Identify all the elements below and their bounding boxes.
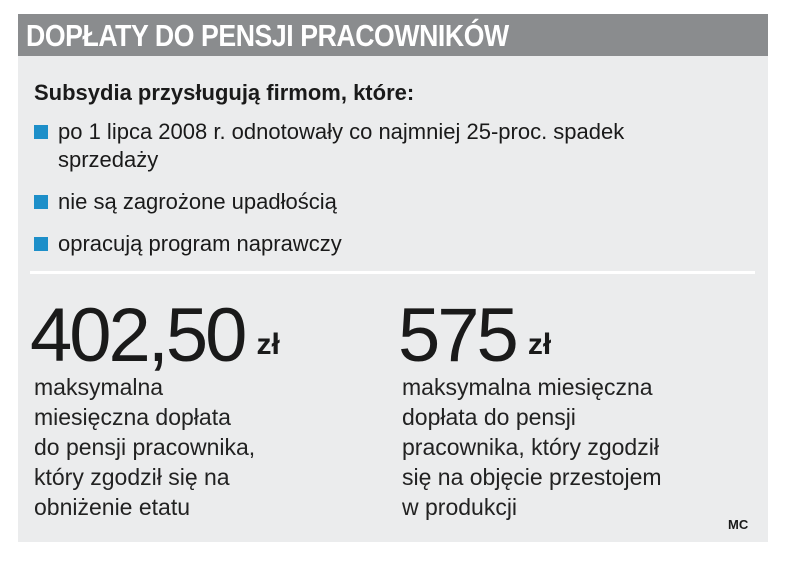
description: który zgodził się na xyxy=(34,464,230,490)
bullet-text: opracują program naprawczy xyxy=(58,231,342,256)
bullet-marker xyxy=(34,195,48,209)
unit: zł xyxy=(527,328,552,361)
description: obniżenie etatu xyxy=(34,494,191,520)
description: do pensji pracownika, xyxy=(34,434,256,460)
description: pracownika, który zgodził xyxy=(402,434,659,460)
separator xyxy=(30,271,755,274)
description: miesięczna dopłata xyxy=(34,404,231,430)
bullet-text: nie są zagrożone upadłością xyxy=(58,189,337,214)
bullet-text: po 1 lipca 2008 r. odnotowały co najmnie… xyxy=(58,119,625,144)
amount: 575 xyxy=(398,293,519,378)
title: DOPŁATY DO PENSJI PRACOWNIKÓW xyxy=(26,18,509,53)
intro: Subsydia przysługują firmom, które: xyxy=(34,80,415,105)
description: dopłata do pensji xyxy=(402,404,576,430)
bullet-text: sprzedaży xyxy=(58,147,159,172)
amount: 402,50 xyxy=(30,293,247,378)
description: się na objęcie przestojem xyxy=(402,464,662,490)
credit: MC xyxy=(728,517,749,532)
header-bar xyxy=(18,14,768,56)
description: w produkcji xyxy=(402,494,518,520)
description: maksymalna xyxy=(34,374,164,400)
bullet-marker xyxy=(34,237,48,251)
description: maksymalna miesięczna xyxy=(402,374,653,400)
unit: zł xyxy=(256,328,280,361)
panel xyxy=(18,56,768,542)
bullet-marker xyxy=(34,125,48,139)
